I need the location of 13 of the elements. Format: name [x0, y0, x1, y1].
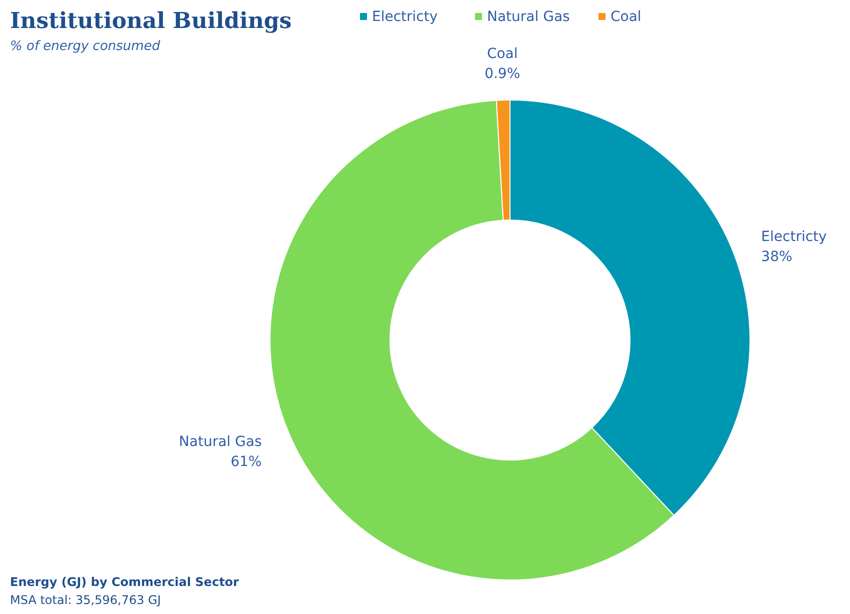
- text: Energy (GJ) by Commercial Sector: [10, 575, 240, 589]
- chart-title: Institutional Buildings: [10, 8, 292, 34]
- data-label: 38%: [761, 248, 792, 265]
- legend-label: Electricty: [372, 9, 438, 25]
- slice-label: Coal: [486, 46, 518, 62]
- slice-label: Electricty: [761, 228, 827, 245]
- slice-label: Natural Gas: [178, 434, 262, 450]
- legend-label: Coal: [610, 9, 642, 25]
- data-label: 0.9%: [484, 66, 520, 82]
- legend-label: Natural Gas: [487, 9, 570, 25]
- text: % of energy consumed: [10, 39, 161, 54]
- text: MSA total: 35,596,763 GJ: [10, 593, 161, 607]
- data-label: 61%: [230, 454, 262, 470]
